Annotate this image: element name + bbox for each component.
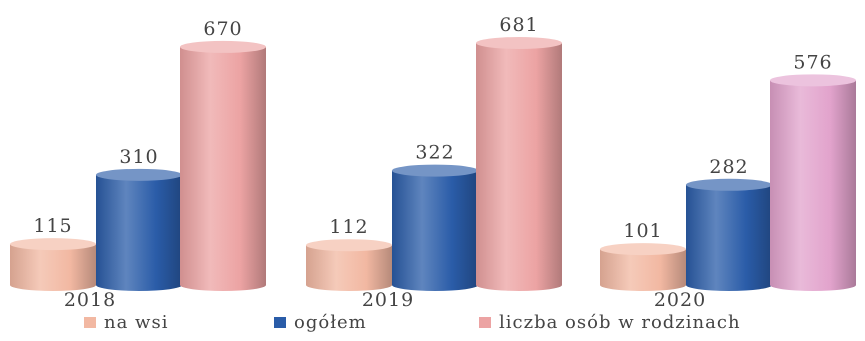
labels-layer: 115 310 670 2018 112 322 681 2019 101 282 576 2020: [33, 14, 832, 311]
legend-item-liczba-osob: liczba osób w rodzinach: [479, 312, 741, 333]
category-label-2020: 2020: [654, 289, 706, 311]
bar-top-liczba-osob-2020: [770, 74, 856, 87]
bar-top-liczba-osob-2019: [476, 37, 562, 49]
bar-ogolem-2018: [96, 174, 182, 291]
bar-liczba-osob-2018: [180, 46, 266, 291]
category-label-2018: 2018: [64, 289, 116, 311]
bar-top-ogolem-2020: [686, 178, 772, 191]
legend-swatch-liczba-osob: [479, 317, 491, 328]
bar-ogolem-2020: [686, 184, 772, 291]
bar-top-na-wsi-2018: [10, 238, 96, 251]
legend-item-ogolem: ogółem: [274, 312, 479, 333]
data-label-liczba-osob-2018: 670: [203, 18, 242, 40]
bar-top-na-wsi-2020: [600, 243, 686, 256]
bar-liczba-osob-2020: [770, 80, 856, 291]
legend-label-na-wsi: na wsi: [104, 312, 169, 333]
bars-layer: [10, 37, 856, 291]
legend-label-liczba-osob: liczba osób w rodzinach: [499, 312, 741, 333]
bar-top-na-wsi-2019: [306, 239, 392, 252]
legend-swatch-ogolem: [274, 317, 286, 328]
bar-na-wsi-2019: [306, 245, 392, 291]
legend: na wsi ogółem liczba osób w rodzinach: [84, 312, 741, 333]
data-label-ogolem-2020: 282: [709, 156, 748, 178]
data-label-na-wsi-2019: 112: [329, 216, 368, 238]
bar-top-ogolem-2019: [392, 164, 478, 177]
data-label-liczba-osob-2020: 576: [793, 51, 832, 73]
bar-na-wsi-2020: [600, 249, 686, 291]
bar-top-liczba-osob-2018: [180, 40, 266, 53]
bar-liczba-osob-2019: [476, 43, 562, 291]
bar-ogolem-2019: [392, 170, 478, 291]
data-label-ogolem-2019: 322: [415, 142, 454, 164]
bar-top-ogolem-2018: [96, 168, 182, 181]
data-label-na-wsi-2018: 115: [33, 215, 72, 237]
data-label-na-wsi-2020: 101: [623, 220, 662, 242]
legend-swatch-na-wsi: [84, 317, 96, 328]
data-label-liczba-osob-2019: 681: [499, 14, 538, 36]
legend-label-ogolem: ogółem: [294, 312, 367, 333]
legend-item-na-wsi: na wsi: [84, 312, 274, 333]
data-label-ogolem-2018: 310: [119, 146, 158, 168]
bar-na-wsi-2018: [10, 244, 96, 291]
category-label-2019: 2019: [362, 289, 414, 311]
